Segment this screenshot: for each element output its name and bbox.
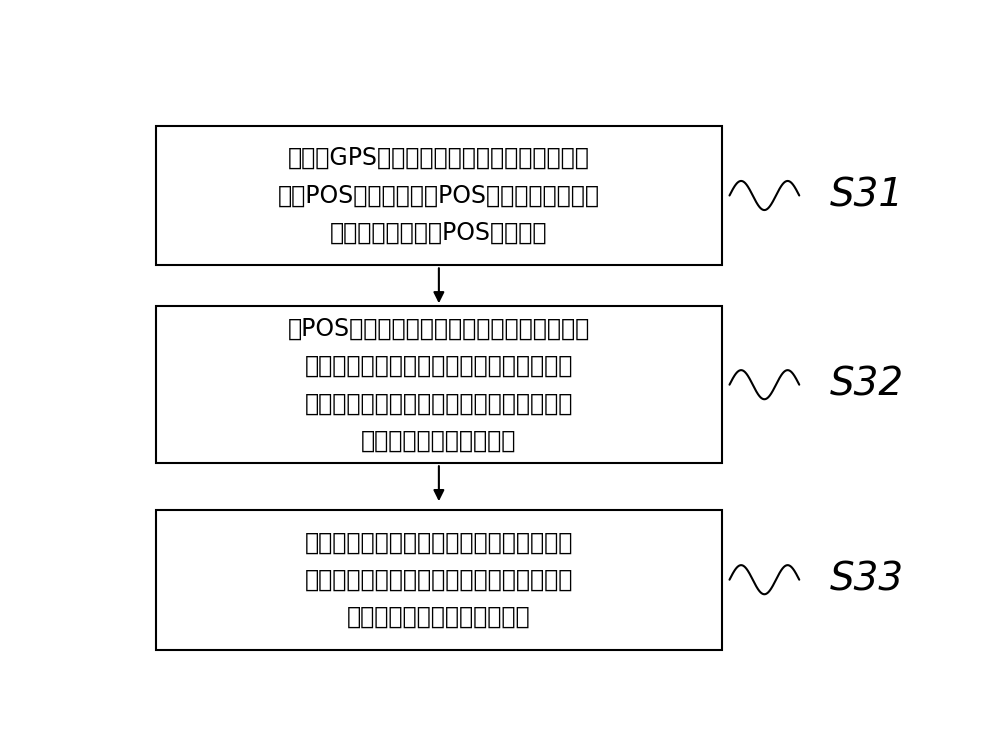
Text: S31: S31 — [830, 176, 904, 215]
FancyBboxPatch shape — [156, 306, 722, 463]
Text: S32: S32 — [830, 366, 904, 404]
Text: 将相机在曝光时刻的位置姿态数据进行偏心
角和线元素偏移值的修正，获取相机在曝光
时刻拍摄的影像的外方位元素: 将相机在曝光时刻的位置姿态数据进行偏心 角和线元素偏移值的修正，获取相机在曝光 … — [305, 531, 573, 629]
Text: 对POS同步数据进行联合滤波，形成相机的摄
影中心的轨迹和姿态，并采用非线性内插的
方法在摄影中心的轨迹和姿态中获得相机在
曝光时刻的位置姿态数据: 对POS同步数据进行联合滤波，形成相机的摄 影中心的轨迹和姿态，并采用非线性内插… — [288, 317, 590, 453]
FancyBboxPatch shape — [156, 510, 722, 649]
Text: 首先对GPS数据和姿态仪数据进行时间同步，
得到POS数据，然后将POS数据与曝光时刻进
行时间同步，生成POS同步数据: 首先对GPS数据和姿态仪数据进行时间同步， 得到POS数据，然后将POS数据与曝… — [278, 146, 600, 245]
Text: S33: S33 — [830, 561, 904, 599]
FancyBboxPatch shape — [156, 125, 722, 265]
